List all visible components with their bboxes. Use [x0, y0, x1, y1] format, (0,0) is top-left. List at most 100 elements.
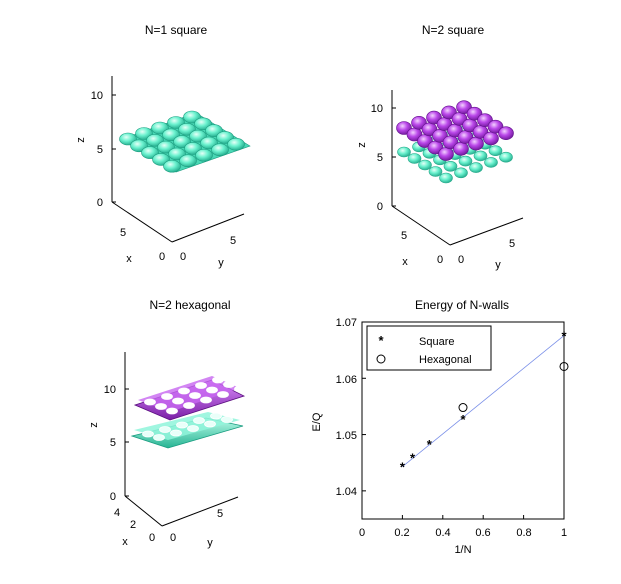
- square-point: *: [400, 460, 406, 475]
- p3-surface-magenta: [133, 376, 246, 421]
- p2-surface-magenta: [396, 100, 514, 161]
- p1-y-tick-0: 0: [180, 251, 186, 263]
- p3-hole-cyan: [193, 417, 205, 424]
- p3-hole-magenta: [144, 398, 156, 406]
- p3-hole-magenta: [212, 376, 224, 384]
- p3-hole-cyan: [221, 416, 233, 423]
- fit-line-layer: [402, 335, 565, 467]
- p2-lump-cyan: [458, 155, 473, 167]
- chart-title: Energy of N-walls: [415, 298, 509, 312]
- p1-x-tick-5: 5: [120, 227, 126, 239]
- p3-z-tick-0: 0: [110, 491, 116, 503]
- p1-lump: [179, 154, 197, 167]
- p2-y-tick-0: 0: [458, 254, 464, 266]
- p2-x-label: x: [402, 256, 408, 268]
- panel-3-axes: [124, 352, 239, 527]
- p1-lump: [227, 137, 245, 151]
- p1-x-label: x: [126, 253, 132, 265]
- data-marks-layer: * * * * *: [400, 329, 569, 475]
- x-tick-label-0: 0: [359, 527, 365, 539]
- legend-square-label: Square: [419, 336, 454, 348]
- p3-hole-magenta: [166, 407, 178, 415]
- p2-lump-cyan: [443, 161, 458, 172]
- panel-2-axes: [391, 90, 524, 246]
- y-tick-label-1.07: 1.07: [336, 317, 357, 329]
- p3-hole-cyan: [142, 430, 154, 438]
- legend-box: [366, 325, 492, 371]
- p2-lump-cyan: [428, 166, 443, 177]
- panel-1-title: N=1 square: [145, 23, 208, 37]
- p3-x-tick-0: 0: [149, 532, 155, 544]
- p1-y-tick-5: 5: [230, 235, 236, 247]
- x-tick-marks: [361, 515, 565, 519]
- p2-lump-cyan: [488, 145, 503, 156]
- y-tick-label-1.06: 1.06: [336, 374, 357, 386]
- p2-lump-magenta: [453, 142, 469, 156]
- panel-n2-square: N=2 square 10 5 0 z 5 0 x 0 5 y: [356, 23, 524, 271]
- p3-hole-cyan: [153, 434, 165, 441]
- p1-z-tick-10: 10: [91, 90, 103, 102]
- plot-frame: [361, 321, 565, 520]
- x-tick-label-0.8: 0.8: [516, 527, 531, 539]
- p3-hole-magenta: [223, 381, 235, 388]
- y-tick-label-1.05: 1.05: [336, 430, 357, 442]
- p3-z-tick-5: 5: [110, 437, 116, 449]
- x-tick-label-0.2: 0.2: [394, 527, 409, 539]
- p1-y-label: y: [218, 257, 224, 269]
- p2-x-tick-5: 5: [401, 230, 407, 242]
- square-point: *: [427, 437, 433, 452]
- legend-square-marker: *: [378, 333, 384, 348]
- p3-hole-magenta: [183, 402, 195, 409]
- p2-y-label: y: [495, 259, 501, 271]
- x-tick-label-1: 1: [561, 527, 567, 539]
- panel-2-title: N=2 square: [422, 23, 485, 37]
- p2-z-tick-5: 5: [377, 152, 383, 164]
- p2-z-tick-0: 0: [377, 201, 383, 213]
- p2-z-tick-10: 10: [371, 103, 383, 115]
- p3-hole-magenta: [155, 403, 167, 410]
- p3-hole-magenta: [234, 385, 246, 393]
- p3-z-label: z: [88, 422, 100, 428]
- p2-lump-magenta: [468, 136, 484, 151]
- p3-hole-cyan: [210, 412, 222, 420]
- p2-lump-magenta: [498, 126, 514, 140]
- panel-n2-hexagonal: N=2 hexagonal 10 5 0 z 4 2 0 x 0 5 y: [88, 298, 246, 549]
- x-tick-label-0.6: 0.6: [475, 527, 490, 539]
- p2-lump-cyan: [418, 159, 432, 171]
- x-axis-label: 1/N: [454, 544, 471, 556]
- p2-lump-cyan: [473, 150, 488, 162]
- p3-y-tick-5: 5: [217, 508, 223, 520]
- p1-z-tick-0: 0: [97, 197, 103, 209]
- p3-hole-magenta: [161, 393, 173, 400]
- p1-lump: [163, 159, 181, 173]
- y-tick-label-1.04: 1.04: [336, 486, 357, 498]
- p2-lump-cyan: [407, 153, 422, 164]
- p3-hole-magenta: [189, 392, 201, 399]
- p3-y-label: y: [207, 537, 213, 549]
- p2-y-tick-5: 5: [509, 238, 515, 250]
- square-point: *: [561, 329, 567, 344]
- p1-z-label: z: [75, 137, 87, 143]
- p3-hole-cyan: [176, 421, 188, 429]
- p2-z-label: z: [356, 142, 368, 148]
- p2-lump-magenta: [438, 147, 454, 161]
- legend-hexagonal-marker: [376, 354, 386, 364]
- p1-lump: [211, 143, 229, 156]
- p2-lump-cyan: [397, 146, 411, 158]
- p3-surface-cyan: [130, 412, 244, 449]
- p2-x-tick-0: 0: [437, 254, 443, 266]
- p3-hole-magenta: [206, 386, 218, 394]
- p3-hole-magenta: [195, 382, 207, 389]
- y-tick-marks: [362, 321, 366, 492]
- fit-line: [402, 335, 565, 467]
- legend-hexagonal-label: Hexagonal: [419, 354, 472, 366]
- p2-lump-cyan: [469, 162, 483, 173]
- p3-y-tick-0: 0: [170, 532, 176, 544]
- p2-lump-cyan: [439, 172, 453, 184]
- x-tick-label-0.4: 0.4: [435, 527, 450, 539]
- p1-lump: [195, 148, 213, 162]
- p3-x-tick-2: 2: [130, 519, 136, 531]
- p3-hole-cyan: [159, 426, 171, 433]
- p1-surface-cyan: [119, 110, 251, 173]
